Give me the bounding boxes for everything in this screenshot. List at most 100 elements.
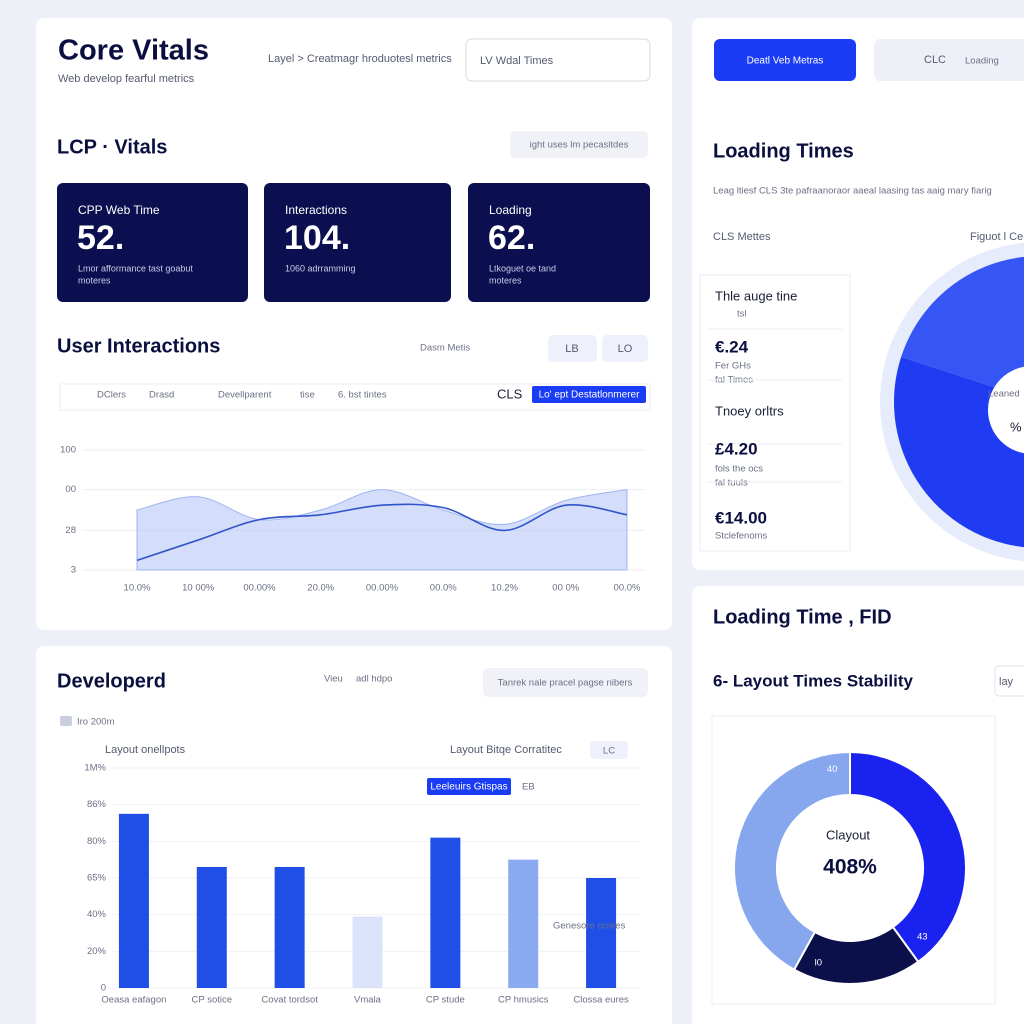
x-tick-label: CP sotice (192, 995, 232, 1006)
search-box[interactable] (465, 38, 651, 82)
metric-card (264, 183, 451, 302)
metric-label: Loading (489, 203, 532, 217)
label: Iro 200m (77, 717, 115, 728)
section-title: LCP · Vitals (57, 136, 167, 158)
y-tick-label: 80% (87, 836, 107, 847)
breadcrumb: Layel > Creatmagr hroduotesl metrics (268, 53, 452, 65)
button-label: Tanrek nale pracel pagse nibers (498, 678, 633, 689)
center-sub: % (1010, 419, 1022, 434)
legend-tag: EB (522, 782, 535, 793)
y-tick-label: 3 (71, 565, 76, 576)
button[interactable] (532, 386, 646, 403)
filter: tise (300, 390, 315, 401)
x-tick-label: 10.2% (491, 583, 518, 594)
section-title: Loading Times (713, 140, 854, 162)
metric-note: Ltkoguet oe tand (489, 263, 556, 273)
slice-label: 43 (917, 932, 928, 943)
button-label: Deatl Veb Metras (747, 56, 824, 67)
section-title: User Interactions (57, 335, 220, 357)
bar (586, 878, 617, 988)
x-tick-label: Oeasa eafagon (101, 995, 166, 1006)
button[interactable] (602, 335, 648, 362)
button[interactable] (510, 131, 648, 158)
x-tick-label: 10.0% (124, 583, 151, 594)
metric-label: Interactions (285, 203, 347, 217)
metric-card (57, 183, 248, 302)
button-label: lay (999, 676, 1014, 688)
bar (352, 916, 383, 988)
button[interactable] (994, 665, 1024, 697)
button-label: Lo' ept Destatlonmerer (539, 390, 641, 401)
meta: Dasm Metis (420, 343, 470, 354)
list-tag: tsl (737, 309, 747, 320)
metric-note: 1060 adrramming (285, 263, 356, 273)
x-tick-label: 00.00% (366, 583, 399, 594)
button[interactable] (714, 39, 856, 81)
slice-label: l0 (815, 957, 822, 968)
y-tick-label: 0 (101, 983, 106, 994)
metric-value: 62. (488, 219, 535, 257)
x-tick-label: 10 00% (182, 583, 215, 594)
y-tick-label: 100 (60, 445, 76, 456)
donut-slice (849, 750, 967, 964)
line (136, 503, 628, 562)
button[interactable] (590, 741, 628, 759)
x-tick-label: 00.0% (614, 583, 641, 594)
button[interactable] (548, 335, 597, 362)
center-label: Clayout (826, 827, 870, 842)
donut-slice (733, 750, 851, 972)
legend-label: Leeleuirs Gtispas (430, 782, 507, 793)
x-tick-label: CP stude (426, 995, 465, 1006)
card (36, 18, 672, 630)
button-label: LC (603, 746, 615, 757)
button-label: ight uses lm pecasitdes (530, 140, 629, 151)
button[interactable] (483, 668, 648, 697)
area (136, 489, 628, 571)
metric-label: CPP Web Time (78, 203, 160, 217)
y-tick-label: 86% (87, 799, 107, 810)
label: Layout Bitqe Corratitec (450, 744, 562, 756)
list-title: Tnoey orltrs (715, 403, 784, 418)
bar (430, 837, 461, 988)
y-tick-label: 20% (87, 946, 107, 957)
filter: CLS (497, 386, 523, 401)
bar (508, 859, 539, 988)
tab: CLC (924, 54, 946, 66)
x-tick-label: 00.0% (430, 583, 457, 594)
x-tick-label: 00 0% (552, 583, 579, 594)
metric-value: 52. (77, 219, 124, 257)
y-tick-label: 00 (65, 484, 76, 495)
filter: DClers (97, 390, 126, 401)
subtitle: Web develop fearful metrics (58, 73, 195, 85)
x-tick-label: Covat tordsot (261, 995, 318, 1006)
bar (274, 867, 305, 988)
description: Leag ltiesf CLS 3te pafraanoraor aaeal l… (713, 186, 992, 197)
legend-button[interactable] (427, 778, 511, 795)
label: Figuot l Ce (970, 231, 1023, 243)
list-line: fal tuuls (715, 478, 748, 489)
label: CLS Mettes (713, 231, 771, 243)
filter-bar (59, 383, 651, 411)
list-line: Fer GHs (715, 361, 751, 372)
list-value: £4.20 (715, 439, 758, 458)
filter: Drasd (149, 390, 174, 401)
list-value: €14.00 (715, 508, 767, 527)
tabs[interactable] (874, 39, 1024, 81)
y-tick-label: 40% (87, 909, 107, 920)
button-label: LO (618, 343, 633, 355)
pie-center (988, 366, 1024, 454)
link: adl hdpo (356, 674, 392, 685)
metric-card (468, 183, 650, 302)
y-tick-label: 65% (87, 873, 107, 884)
list-title: Thle auge tine (715, 288, 797, 303)
x-tick-label: Vmala (354, 995, 382, 1006)
label: Layout onellpots (105, 744, 186, 756)
title: Core Vitals (58, 35, 209, 67)
x-tick-label: CP hmusics (498, 995, 549, 1006)
center-value: 408% (823, 856, 877, 879)
y-tick-label: 28 (65, 525, 76, 536)
metric-note: moteres (489, 275, 522, 285)
list (699, 274, 851, 552)
section-subtitle: 6- Layout Times Stability (713, 671, 914, 690)
